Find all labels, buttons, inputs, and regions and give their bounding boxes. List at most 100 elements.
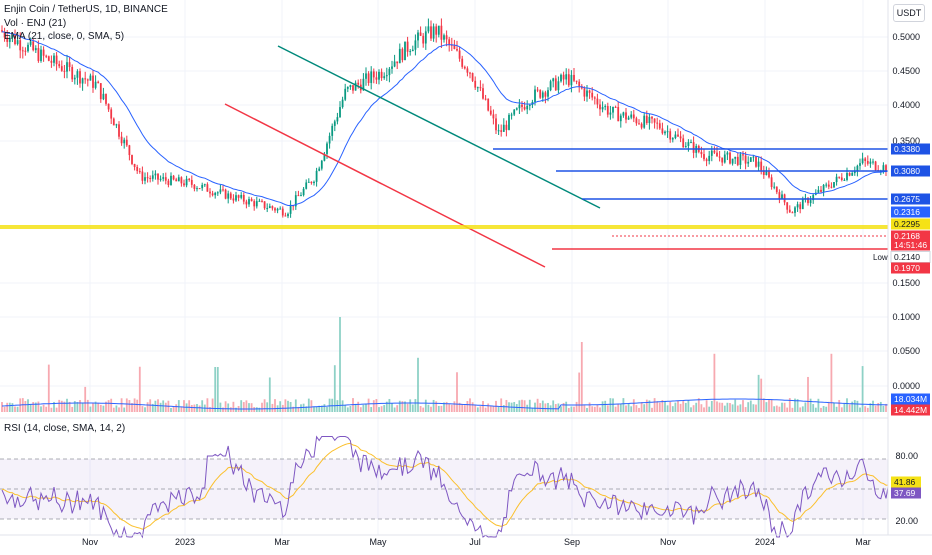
candle-body	[188, 179, 190, 180]
candle-body	[565, 74, 567, 79]
price-badge-label: 18.034M	[894, 394, 927, 404]
volume-bar	[836, 407, 838, 412]
volume-bar	[84, 387, 86, 412]
volume-bar	[534, 403, 536, 412]
volume-bar	[714, 354, 716, 412]
candle-body	[337, 117, 339, 121]
volume-bar	[48, 365, 50, 412]
candle-body	[357, 83, 359, 85]
volume-bar	[737, 406, 739, 412]
candle-body	[571, 75, 573, 85]
volume-bar	[368, 399, 370, 412]
candle-body	[737, 157, 739, 165]
candle-body	[97, 82, 99, 83]
volume-bar	[656, 401, 658, 412]
volume-bar	[464, 405, 466, 412]
candle-body	[407, 42, 409, 52]
volume-bar	[295, 399, 297, 412]
candle-body	[420, 32, 422, 35]
volume-bar	[339, 317, 341, 412]
candle-body	[326, 143, 328, 153]
volume-bar	[142, 406, 144, 412]
volume-bar	[727, 403, 729, 412]
volume-bar	[253, 407, 255, 412]
volume-bar	[493, 406, 495, 412]
candle-body	[818, 190, 820, 193]
volume-bar	[118, 407, 120, 412]
volume-bar	[812, 404, 814, 412]
candle-body	[771, 177, 773, 187]
volume-bar	[12, 403, 14, 412]
candle-body	[433, 26, 435, 38]
price-axis-bg	[888, 0, 932, 550]
candle-body	[134, 164, 136, 167]
volume-bar	[693, 405, 695, 412]
volume-bar	[838, 400, 840, 412]
volume-bar	[516, 404, 518, 412]
volume-bar	[750, 401, 752, 412]
candle-body	[170, 176, 172, 185]
volume-bar	[864, 406, 866, 412]
candle-body	[368, 73, 370, 83]
volume-bar	[604, 401, 606, 412]
candle-body	[630, 115, 632, 118]
volume-bar	[66, 399, 68, 412]
volume-bar	[880, 402, 882, 412]
volume-bar	[285, 399, 287, 412]
volume-bar	[51, 408, 53, 412]
candle-body	[378, 72, 380, 80]
grid-layer	[0, 0, 888, 535]
candle-body	[300, 195, 302, 196]
volume-bar	[342, 400, 344, 412]
volume-bar	[77, 402, 79, 412]
candle-body	[675, 135, 677, 139]
volume-bar	[487, 403, 489, 412]
candle-body	[716, 153, 718, 157]
volume-bar	[815, 408, 817, 412]
candle-body	[105, 94, 107, 104]
candle-body	[597, 99, 599, 105]
candle-body	[729, 153, 731, 164]
candle-body	[612, 107, 614, 113]
time-axis-label: May	[369, 537, 387, 547]
volume-bar	[456, 372, 458, 412]
candle-body	[799, 204, 801, 209]
volume-bar	[412, 405, 414, 412]
candle-body	[87, 79, 89, 80]
volume-bar	[344, 405, 346, 412]
volume-bar	[246, 400, 248, 412]
currency-button[interactable]: USDT	[893, 4, 925, 22]
volume-bar	[194, 405, 196, 412]
volume-bar	[872, 401, 874, 412]
volume-bar	[121, 398, 123, 412]
volume-bar	[425, 400, 427, 412]
candle-body	[701, 152, 703, 154]
candle-body	[487, 99, 489, 111]
volume-bar	[92, 403, 94, 412]
candle-body	[810, 200, 812, 203]
volume-bar	[758, 375, 760, 412]
candle-body	[690, 142, 692, 143]
candle-body	[500, 130, 502, 132]
volume-bar	[482, 401, 484, 412]
candle-body	[74, 78, 76, 80]
candle-body	[149, 178, 151, 179]
rsi-tick-label: 80.00	[895, 451, 918, 461]
volume-bar	[357, 402, 359, 412]
volume-bar	[110, 399, 112, 412]
candle-body	[503, 125, 505, 132]
volume-bar	[199, 405, 201, 412]
time-axis-label: Nov	[660, 537, 677, 547]
volume-bar	[235, 408, 237, 412]
volume-bar	[407, 404, 409, 412]
volume-bar	[430, 407, 432, 412]
volume-bar	[347, 407, 349, 412]
volume-bar	[846, 398, 848, 412]
volume-bar	[573, 407, 575, 412]
candle-body	[344, 89, 346, 100]
volume-bar	[212, 399, 214, 412]
price-tick-label: 0.5000	[892, 32, 920, 42]
candle-body	[617, 107, 619, 121]
candle-body	[303, 189, 305, 195]
